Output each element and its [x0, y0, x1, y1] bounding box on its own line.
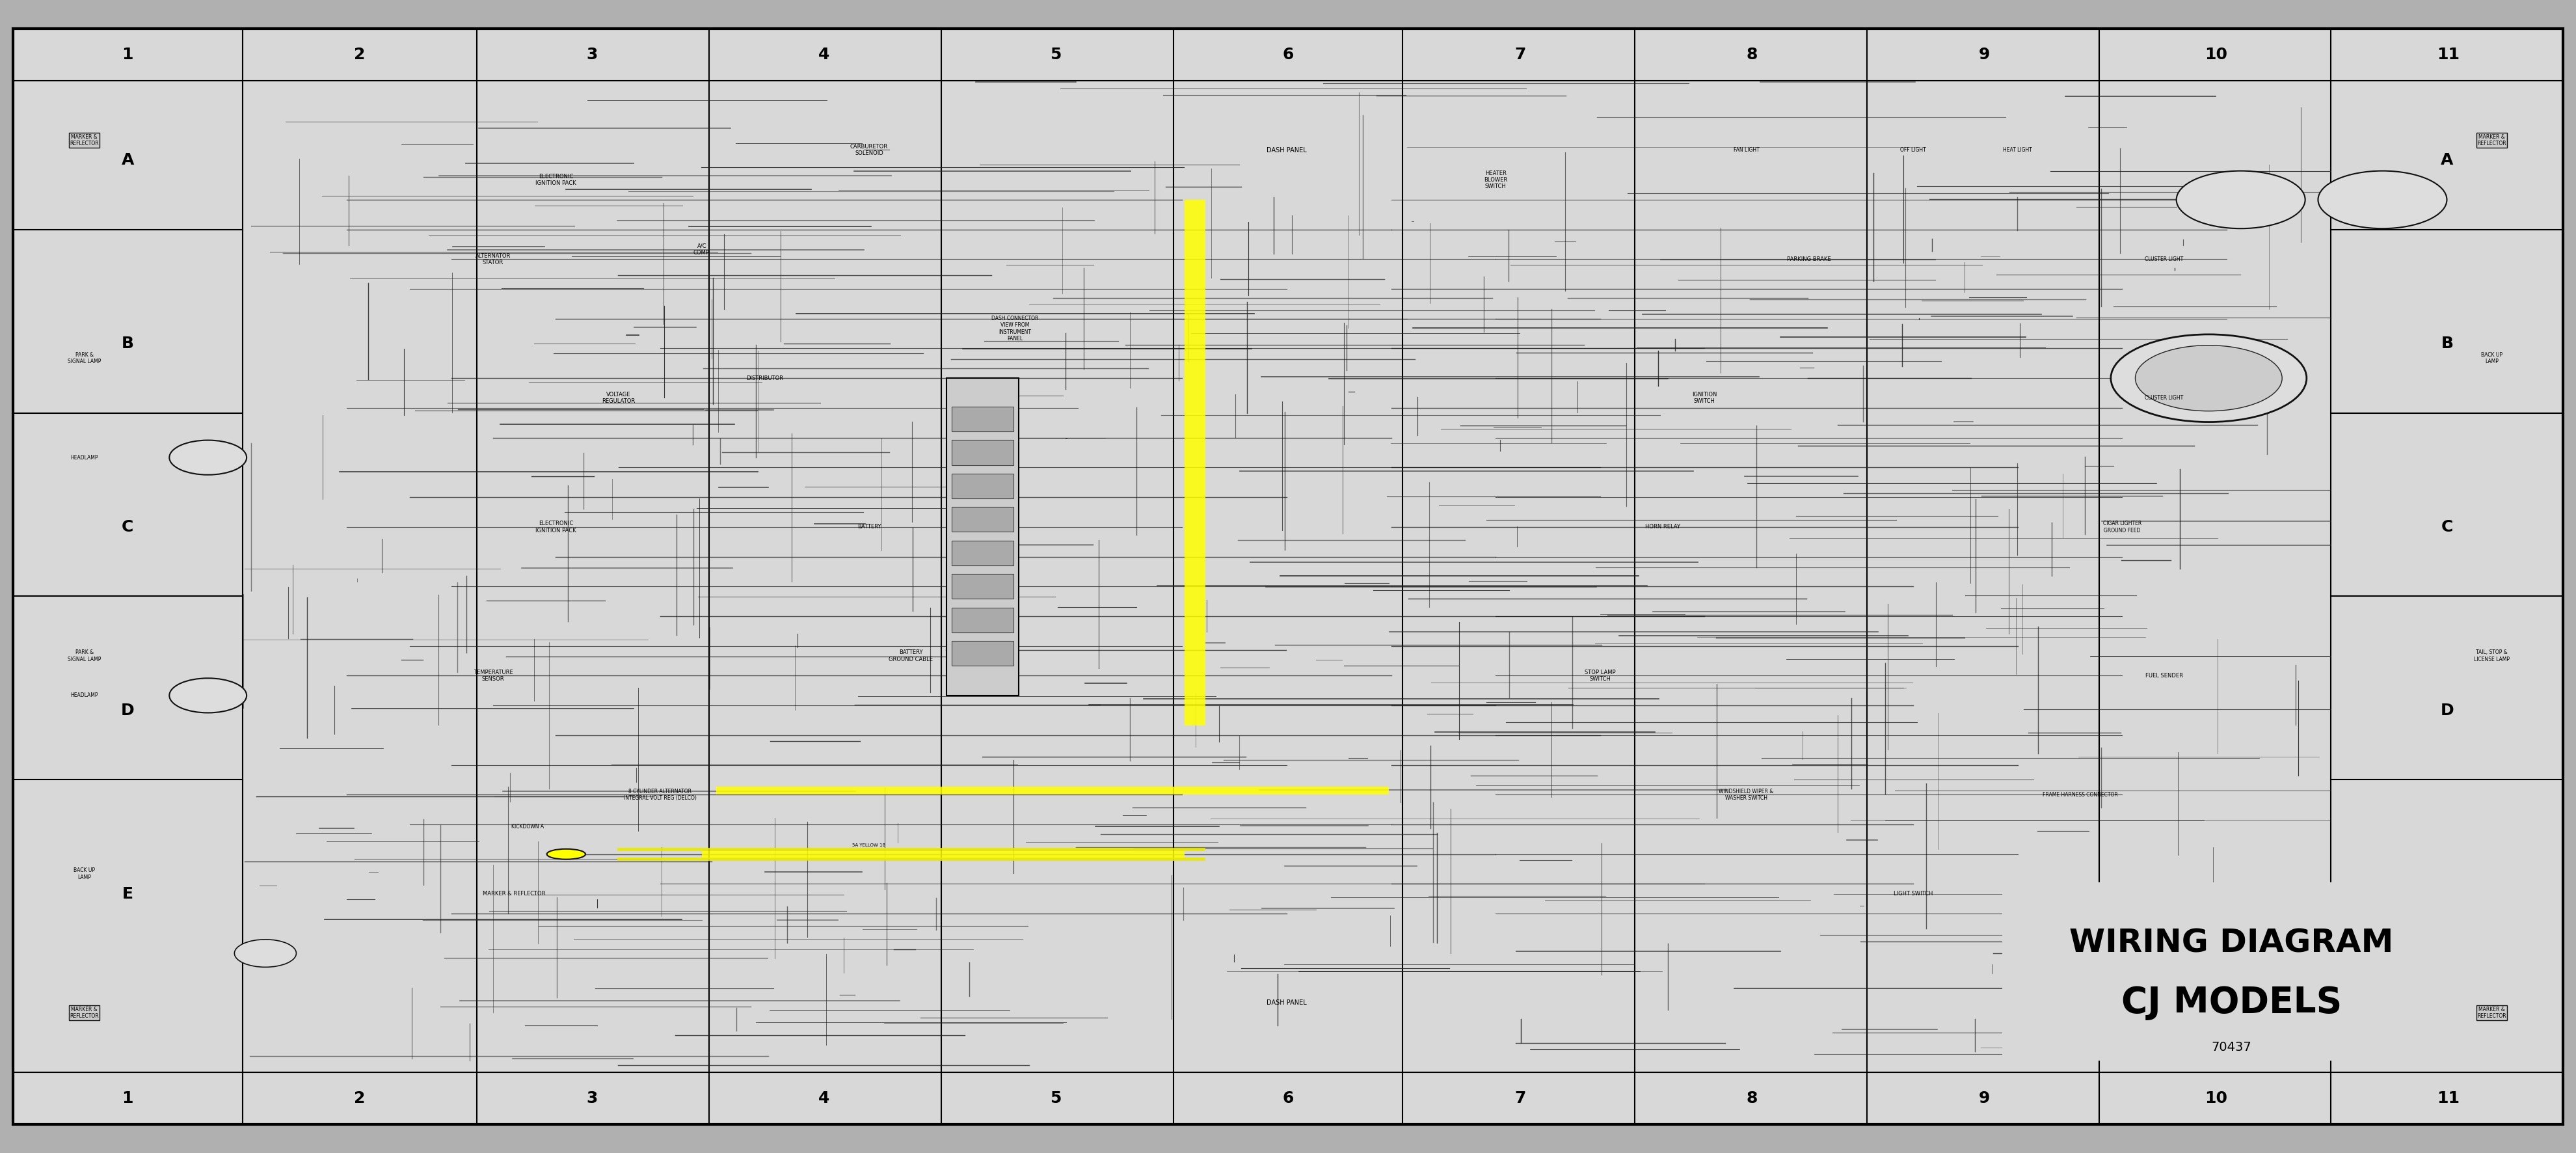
Text: BATTERY
GROUND CABLE: BATTERY GROUND CABLE — [889, 649, 933, 662]
Text: 1: 1 — [121, 1091, 134, 1106]
Text: WIRING DIAGRAM: WIRING DIAGRAM — [2069, 928, 2393, 959]
Text: WINDSHIELD WIPER &
WASHER SWITCH: WINDSHIELD WIPER & WASHER SWITCH — [1718, 789, 1775, 801]
Text: A/C
COMP.: A/C COMP. — [693, 243, 711, 256]
Text: ELECTRONIC
IGNITION PACK: ELECTRONIC IGNITION PACK — [536, 174, 577, 186]
Circle shape — [170, 440, 247, 475]
Text: 1: 1 — [121, 47, 134, 62]
Text: PARKING BRAKE: PARKING BRAKE — [1788, 256, 1832, 262]
Bar — [951, 641, 1012, 665]
Text: HORN RELAY: HORN RELAY — [1646, 523, 1680, 530]
Bar — [951, 474, 1012, 498]
Bar — [951, 440, 1012, 465]
Text: C: C — [121, 519, 134, 535]
Bar — [951, 574, 1012, 598]
Text: MARKER &
REFLECTOR: MARKER & REFLECTOR — [70, 1007, 98, 1019]
Text: FUEL SENDER: FUEL SENDER — [2146, 672, 2182, 679]
Text: D: D — [121, 702, 134, 718]
Bar — [951, 608, 1012, 632]
Bar — [951, 407, 1012, 431]
Text: B: B — [2442, 336, 2452, 352]
Text: KICKDOWN A: KICKDOWN A — [510, 823, 544, 829]
Text: 8: 8 — [1747, 47, 1757, 62]
Text: TAIL, STOP &
LICENSE LAMP: TAIL, STOP & LICENSE LAMP — [2473, 649, 2509, 662]
Text: 10: 10 — [2205, 47, 2228, 62]
Bar — [703, 851, 1185, 859]
Text: 70437: 70437 — [2213, 1041, 2251, 1054]
Text: HEAT LIGHT: HEAT LIGHT — [2004, 148, 2032, 153]
Text: 7: 7 — [1515, 47, 1525, 62]
Text: 6: 6 — [1283, 1091, 1293, 1106]
Text: 5: 5 — [1051, 1091, 1061, 1106]
Text: HEADLAMP: HEADLAMP — [70, 693, 98, 699]
Text: 8 CYLINDER ALTERNATOR
INTEGRAL VOLT REG (DELCO): 8 CYLINDER ALTERNATOR INTEGRAL VOLT REG … — [623, 789, 696, 801]
Text: ALTERNATOR
STATOR: ALTERNATOR STATOR — [477, 253, 510, 265]
Text: IGNITION
SWITCH: IGNITION SWITCH — [1692, 392, 1718, 405]
Text: DISTRIBUTOR: DISTRIBUTOR — [747, 375, 783, 382]
Text: LIGHT SWITCH: LIGHT SWITCH — [1893, 891, 1932, 897]
Circle shape — [2110, 334, 2306, 422]
Text: FRAME HARNESS CONNECTOR: FRAME HARNESS CONNECTOR — [2043, 792, 2117, 798]
Circle shape — [170, 678, 247, 713]
Text: 11: 11 — [2437, 1091, 2460, 1106]
Text: 6: 6 — [1283, 47, 1293, 62]
Text: 10: 10 — [2205, 1091, 2228, 1106]
Text: CIGAR LIGHTER
GROUND FEED: CIGAR LIGHTER GROUND FEED — [2102, 521, 2141, 533]
Text: A: A — [2442, 152, 2452, 168]
Text: 9: 9 — [1978, 1091, 1989, 1106]
Text: 5A YELLOW 18: 5A YELLOW 18 — [853, 843, 886, 847]
Text: CLUSTER LIGHT: CLUSTER LIGHT — [2146, 256, 2184, 262]
Text: C: C — [2442, 519, 2452, 535]
Text: CJ MODELS: CJ MODELS — [2120, 986, 2342, 1020]
Text: OFF LIGHT: OFF LIGHT — [1901, 148, 1927, 153]
Text: DASH PANEL: DASH PANEL — [1267, 1000, 1306, 1007]
Text: TEMPERATURE
SENSOR: TEMPERATURE SENSOR — [474, 670, 513, 681]
Text: A: A — [121, 152, 134, 168]
Text: MARKER &
REFLECTOR: MARKER & REFLECTOR — [70, 134, 98, 146]
Text: CLUSTER LIGHT: CLUSTER LIGHT — [2146, 395, 2184, 401]
Text: DASH PANEL: DASH PANEL — [1267, 146, 1306, 153]
Text: ELECTRONIC
IGNITION PACK: ELECTRONIC IGNITION PACK — [536, 521, 577, 533]
Circle shape — [234, 940, 296, 967]
Text: HEATER
BLOWER
SWITCH: HEATER BLOWER SWITCH — [1484, 171, 1507, 189]
Text: 8: 8 — [1747, 1091, 1757, 1106]
Text: 9: 9 — [1978, 47, 1989, 62]
Bar — [1185, 199, 1206, 725]
Bar — [951, 507, 1012, 532]
Text: BATTERY: BATTERY — [858, 523, 881, 530]
Text: VOLTAGE
REGULATOR: VOLTAGE REGULATOR — [603, 392, 636, 405]
Text: 7: 7 — [1515, 1091, 1525, 1106]
Text: 11: 11 — [2437, 47, 2460, 62]
Bar — [716, 786, 1388, 794]
Text: STOP LAMP
SWITCH: STOP LAMP SWITCH — [1584, 670, 1615, 681]
Text: HEADLAMP: HEADLAMP — [70, 454, 98, 460]
Text: 3: 3 — [587, 1091, 598, 1106]
Bar — [2002, 882, 2460, 1061]
Text: 2: 2 — [353, 47, 366, 62]
Ellipse shape — [546, 849, 585, 859]
Text: BACK UP
LAMP: BACK UP LAMP — [75, 868, 95, 880]
Text: MARKER & REFLECTOR: MARKER & REFLECTOR — [482, 891, 546, 897]
Text: 3: 3 — [587, 47, 598, 62]
Text: MARKER &
REFLECTOR: MARKER & REFLECTOR — [2478, 1007, 2506, 1019]
Text: PARK &
SIGNAL LAMP: PARK & SIGNAL LAMP — [67, 352, 100, 364]
Text: 2: 2 — [353, 1091, 366, 1106]
Text: BACK UP
LAMP: BACK UP LAMP — [2481, 352, 2501, 364]
Text: 4: 4 — [819, 47, 829, 62]
Text: MARKER &
REFLECTOR: MARKER & REFLECTOR — [2478, 134, 2506, 146]
Text: CARBURETOR
SOLENOID: CARBURETOR SOLENOID — [850, 144, 889, 157]
Text: 4: 4 — [819, 1091, 829, 1106]
Bar — [945, 378, 1018, 695]
Text: 5: 5 — [1051, 47, 1061, 62]
Circle shape — [2318, 171, 2447, 228]
Circle shape — [2177, 171, 2306, 228]
Text: E: E — [121, 886, 134, 902]
Circle shape — [2136, 346, 2282, 412]
Text: PARK &
SIGNAL LAMP: PARK & SIGNAL LAMP — [67, 649, 100, 662]
Text: B: B — [121, 336, 134, 352]
Text: E: E — [2442, 886, 2452, 902]
Text: DASH CONNECTOR
VIEW FROM
INSTRUMENT
PANEL: DASH CONNECTOR VIEW FROM INSTRUMENT PANE… — [992, 316, 1038, 341]
Text: FAN LIGHT: FAN LIGHT — [1734, 148, 1759, 153]
Text: D: D — [2439, 702, 2455, 718]
Bar — [951, 541, 1012, 565]
